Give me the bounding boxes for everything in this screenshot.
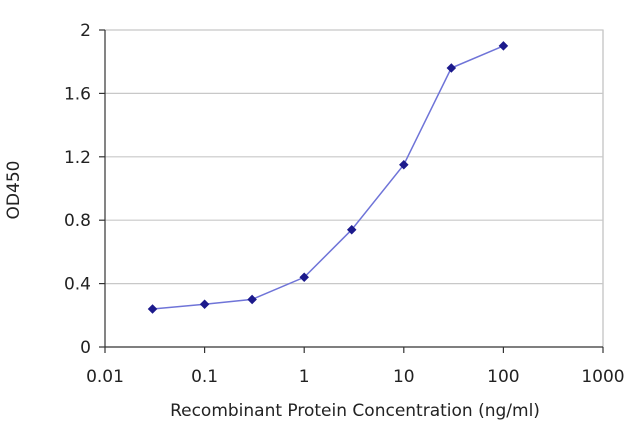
x-tick-label: 1000 [581,367,624,387]
x-axis: 0.01 0.1 1 10 100 1000 [86,346,625,387]
y-tick-label: 0.8 [64,211,91,231]
x-axis-title: Recombinant Protein Concentration (ng/ml… [170,401,540,421]
y-tick-label: 1.6 [64,84,91,104]
plot-area [104,29,604,348]
series-line [152,45,504,310]
data-point [399,159,409,170]
x-tick-label: 1 [299,367,310,387]
data-point [346,224,357,235]
data-point [199,299,210,309]
x-tick-label: 0.01 [86,367,124,387]
y-tick-label: 1.2 [64,148,91,168]
y-axis-title: OD450 [4,161,24,220]
y-axis: 0 0.4 0.8 1.2 1.6 2 [64,21,106,358]
data-point [247,294,257,305]
y-tick-label: 2 [80,21,91,41]
x-tick-label: 0.1 [191,367,218,387]
data-point [299,272,309,283]
y-tick-label: 0 [80,338,91,358]
data-point [147,304,158,314]
data-point [498,41,509,51]
y-tick-label: 0.4 [64,275,91,295]
data-point [446,63,457,73]
x-tick-label: 10 [393,367,415,387]
x-tick-label: 100 [487,367,519,387]
series-group [147,41,509,314]
grid-lines [105,29,603,285]
